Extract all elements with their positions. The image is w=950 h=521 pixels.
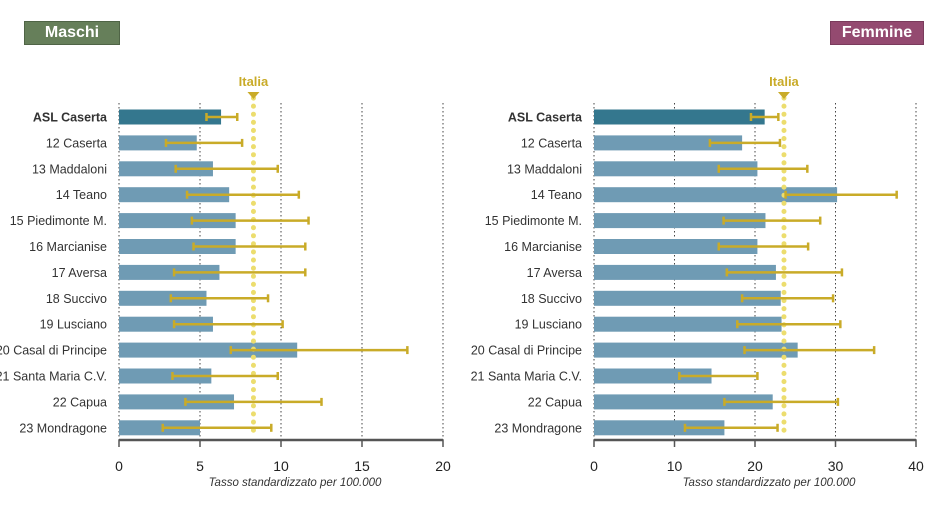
males-bar	[119, 394, 235, 410]
females-x-tick-label: 20	[747, 458, 763, 474]
females-x-tick-label: 30	[828, 458, 844, 474]
males-category-label: 14 Teano	[56, 188, 107, 202]
males-bar	[119, 420, 200, 436]
males-bar	[119, 161, 213, 177]
females-bar	[594, 135, 743, 151]
females-x-tick-label: 10	[667, 458, 683, 474]
males-x-tick-label: 5	[196, 458, 204, 474]
males-category-label: 23 Mondragone	[19, 421, 107, 435]
males-x-axis-title: Tasso standardizzato per 100.000	[209, 477, 382, 489]
females-bar	[594, 394, 773, 410]
males-bar	[119, 342, 298, 358]
females-x-tick-label: 0	[590, 458, 598, 474]
females-bar	[594, 161, 758, 177]
females-bar	[594, 187, 838, 203]
females-bar	[594, 420, 725, 436]
males-bar	[119, 135, 197, 151]
males-bar	[119, 213, 236, 229]
females-category-label: 22 Capua	[528, 395, 582, 409]
females-reference-marker	[777, 92, 790, 99]
males-category-label: 19 Lusciano	[40, 318, 107, 332]
females-category-label: ASL Caserta	[508, 111, 583, 125]
males-reference-marker	[247, 92, 260, 99]
males-category-label: 21 Santa Maria C.V.	[0, 370, 107, 384]
males-category-label: 16 Marcianise	[29, 240, 107, 254]
males-x-tick-label: 15	[354, 458, 370, 474]
males-category-label: 13 Maddaloni	[32, 162, 107, 176]
females-bar	[594, 368, 712, 384]
males-category-label: ASL Caserta	[33, 111, 108, 125]
females-category-label: 18 Succivo	[521, 292, 582, 306]
males-bar	[119, 316, 213, 332]
males-x-tick-label: 10	[273, 458, 289, 474]
females-category-label: 14 Teano	[531, 188, 582, 202]
females-category-label: 19 Lusciano	[515, 318, 582, 332]
males-category-label: 15 Piedimonte M.	[10, 214, 107, 228]
males-category-label: 22 Capua	[53, 395, 107, 409]
males-reference-label: Italia	[239, 74, 269, 89]
females-bar	[594, 239, 758, 254]
males-category-label: 18 Succivo	[46, 292, 107, 306]
females-bar	[594, 342, 798, 358]
females-category-label: 23 Mondragone	[494, 421, 582, 435]
females-bar	[594, 109, 765, 125]
males-bar	[119, 264, 220, 280]
males-bar	[119, 187, 230, 203]
females-category-label: 16 Marcianise	[504, 240, 582, 254]
males-category-label: 20 Casal di Principe	[0, 344, 107, 358]
females-bar	[594, 316, 782, 332]
females-bar	[594, 264, 776, 280]
females-category-label: 20 Casal di Principe	[471, 344, 582, 358]
females-category-label: 15 Piedimonte M.	[485, 214, 582, 228]
males-category-label: 17 Aversa	[52, 266, 107, 280]
females-category-label: 21 Santa Maria C.V.	[471, 370, 582, 384]
females-category-label: 13 Maddaloni	[507, 162, 582, 176]
females-panel-title: Femmine	[830, 21, 924, 45]
females-category-label: 17 Aversa	[527, 266, 582, 280]
males-bar	[119, 109, 222, 125]
females-x-axis-title: Tasso standardizzato per 100.000	[683, 477, 856, 489]
males-bar	[119, 290, 207, 306]
males-x-tick-label: 0	[115, 458, 123, 474]
males-x-tick-label: 20	[435, 458, 451, 474]
females-bar	[594, 290, 781, 306]
males-panel-title: Maschi	[24, 21, 120, 45]
females-category-label: 12 Caserta	[521, 136, 582, 150]
males-bar	[119, 368, 212, 384]
males-bar	[119, 239, 236, 254]
females-reference-label: Italia	[769, 74, 799, 89]
females-x-tick-label: 40	[908, 458, 924, 474]
males-category-label: 12 Caserta	[46, 136, 107, 150]
